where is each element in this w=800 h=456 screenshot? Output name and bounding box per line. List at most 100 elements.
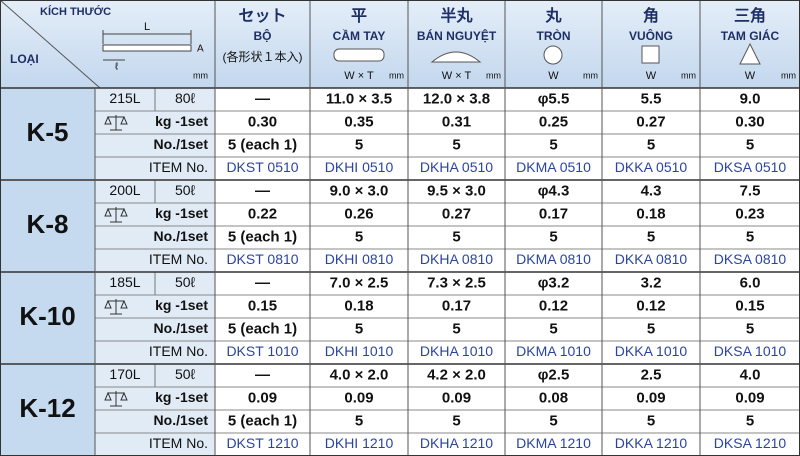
scale-icon bbox=[104, 207, 128, 223]
row-label: No./1set bbox=[154, 228, 209, 244]
cell-value: 0.31 bbox=[442, 113, 471, 130]
cell-value: 5 bbox=[549, 320, 557, 337]
cell-value: 5 bbox=[452, 136, 460, 153]
cell-value: 5 bbox=[452, 228, 460, 245]
cell-value: DKST 0810 bbox=[226, 251, 298, 267]
qty: 50ℓ bbox=[175, 274, 196, 290]
cell-value: 5 bbox=[549, 228, 557, 245]
cell-value: 5 bbox=[746, 228, 754, 245]
qty: 80ℓ bbox=[175, 90, 196, 106]
cell-value: DKSA 0810 bbox=[714, 251, 787, 267]
cell-value: 5 bbox=[647, 136, 655, 153]
col-unit: mm bbox=[583, 70, 598, 80]
col-dims: W bbox=[548, 70, 559, 82]
cell-value: 5 bbox=[452, 412, 460, 429]
cell-value: 0.30 bbox=[735, 113, 764, 130]
diagram-l: ℓ bbox=[115, 62, 119, 73]
cell-value: — bbox=[255, 366, 270, 383]
cell-value: 11.0 × 3.5 bbox=[326, 90, 392, 107]
col-vn: CẦM TAY bbox=[333, 28, 386, 43]
col-jp: 平 bbox=[351, 7, 367, 25]
col-unit: mm bbox=[389, 70, 404, 80]
row-label: No./1set bbox=[154, 136, 209, 152]
col-dims: W × T bbox=[442, 70, 472, 82]
length: 200L bbox=[109, 182, 140, 198]
cell-value: 5 bbox=[549, 412, 557, 429]
col-dims: W × T bbox=[344, 70, 374, 82]
cell-value: DKST 1010 bbox=[226, 343, 298, 359]
cell-value: 2.5 bbox=[641, 366, 662, 383]
cell-value: DKHA 0810 bbox=[420, 251, 493, 267]
file-diagram bbox=[102, 30, 192, 61]
model: K-12 bbox=[19, 393, 75, 423]
cell-value: 0.09 bbox=[248, 389, 277, 406]
col-vn: BỘ bbox=[254, 28, 272, 43]
col-unit: mm bbox=[681, 70, 696, 80]
cell-value: — bbox=[255, 90, 270, 107]
cell-value: 5 bbox=[549, 136, 557, 153]
cell-value: 5 bbox=[355, 412, 363, 429]
cell-value: DKHA 1210 bbox=[420, 435, 493, 451]
kich-thuoc: KÍCH THƯỚC bbox=[40, 5, 111, 18]
row-label: ITEM No. bbox=[149, 251, 208, 267]
cell-value: 0.23 bbox=[735, 205, 764, 222]
cell-value: 5 bbox=[647, 412, 655, 429]
col-vn: TAM GIÁC bbox=[721, 28, 780, 43]
cell-value: 9.0 × 3.0 bbox=[330, 182, 389, 199]
row-label: ITEM No. bbox=[149, 435, 208, 451]
cell-value: DKHA 1010 bbox=[420, 343, 493, 359]
cell-value: 0.15 bbox=[735, 297, 764, 314]
cell-value: 5 bbox=[355, 320, 363, 337]
shape-icons bbox=[333, 42, 761, 65]
cell-value: 0.08 bbox=[539, 389, 568, 406]
qty: 50ℓ bbox=[175, 182, 196, 198]
cell-value: 0.35 bbox=[344, 113, 373, 130]
cell-value: 9.0 bbox=[740, 90, 761, 107]
cell-value: 0.09 bbox=[442, 389, 471, 406]
cell-value: 5 bbox=[647, 320, 655, 337]
cell-value: 0.26 bbox=[344, 205, 373, 222]
row-label: kg -1set bbox=[155, 297, 208, 313]
model: K-10 bbox=[19, 301, 75, 331]
cell-value: φ2.5 bbox=[538, 366, 570, 383]
col-jp: 丸 bbox=[544, 6, 562, 25]
cell-value: 0.27 bbox=[442, 205, 471, 222]
cell-value: DKSA 1010 bbox=[714, 343, 787, 359]
header-bg bbox=[0, 0, 800, 88]
cell-value: DKHA 0510 bbox=[420, 159, 493, 175]
cell-value: DKST 1210 bbox=[226, 435, 298, 451]
col-note: (各形状１本入) bbox=[223, 49, 303, 64]
cell-value: 0.15 bbox=[248, 297, 277, 314]
model-cell bbox=[0, 180, 95, 272]
cell-value: 5 bbox=[355, 136, 363, 153]
col-jp: セット bbox=[238, 8, 286, 25]
diagram-mm: mm bbox=[193, 70, 208, 80]
model: K-5 bbox=[27, 117, 69, 147]
cell-value: — bbox=[255, 182, 270, 199]
cell-value: DKHI 1010 bbox=[325, 343, 394, 359]
cell-value: 5 bbox=[647, 228, 655, 245]
cell-value: 0.09 bbox=[636, 389, 665, 406]
cell-value: DKKA 1010 bbox=[615, 343, 688, 359]
cell-value: DKMA 0510 bbox=[516, 159, 591, 175]
diagram-A: A bbox=[197, 44, 204, 55]
cell-value: 5 bbox=[355, 228, 363, 245]
cell-value: 5 (each 1) bbox=[228, 228, 297, 245]
length: 215L bbox=[109, 90, 140, 106]
cell-value: 5 (each 1) bbox=[228, 412, 297, 429]
cell-value: 4.0 bbox=[740, 366, 761, 383]
cell-value: φ5.5 bbox=[538, 90, 570, 107]
cell-value: 7.0 × 2.5 bbox=[330, 274, 389, 291]
cell-value: 0.18 bbox=[344, 297, 373, 314]
col-vn: VUÔNG bbox=[629, 28, 673, 43]
loai: LOẠI bbox=[10, 52, 39, 66]
row-label: ITEM No. bbox=[149, 343, 208, 359]
cell-value: 0.27 bbox=[636, 113, 665, 130]
length: 185L bbox=[109, 274, 140, 290]
cell-value: φ3.2 bbox=[538, 274, 570, 291]
cell-value: 4.3 bbox=[641, 182, 662, 199]
row-label: No./1set bbox=[154, 320, 209, 336]
cell-value: 6.0 bbox=[740, 274, 761, 291]
cell-value: — bbox=[255, 274, 270, 291]
